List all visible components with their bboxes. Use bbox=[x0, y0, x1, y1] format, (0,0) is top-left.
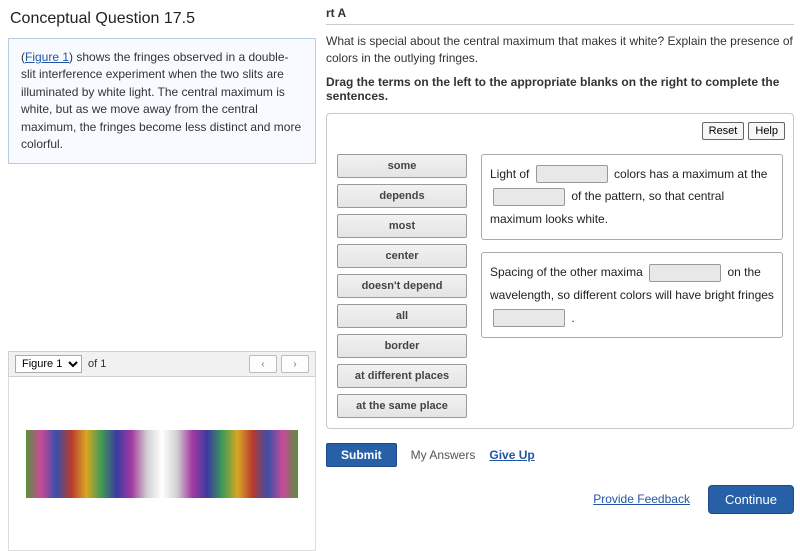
give-up-link[interactable]: Give Up bbox=[489, 448, 534, 462]
figure-select[interactable]: Figure 1 bbox=[15, 355, 82, 373]
prompt-text: ) shows the fringes observed in a double… bbox=[21, 50, 301, 151]
sentence-1-blank-1[interactable] bbox=[536, 165, 608, 183]
footer-row: Provide Feedback Continue bbox=[326, 485, 794, 514]
reset-button[interactable]: Reset bbox=[702, 122, 745, 140]
my-answers-link[interactable]: My Answers bbox=[411, 448, 476, 462]
figure-count: of 1 bbox=[88, 358, 106, 370]
term-border[interactable]: border bbox=[337, 334, 467, 358]
term-some[interactable]: some bbox=[337, 154, 467, 178]
prompt-box: (Figure 1) shows the fringes observed in… bbox=[8, 38, 316, 164]
term-doesn-t-depend[interactable]: doesn't depend bbox=[337, 274, 467, 298]
work-area: Reset Help some depends most center doesn't … bbox=[326, 113, 794, 429]
terms-column: some depends most center doesn't depend all bo… bbox=[337, 154, 467, 418]
sentence-2-blank-2[interactable] bbox=[493, 309, 565, 327]
part-header: rt A bbox=[326, 0, 794, 25]
part-instruction: Drag the terms on the left to the approp… bbox=[326, 75, 794, 103]
term-all[interactable]: all bbox=[337, 304, 467, 328]
help-button[interactable]: Help bbox=[748, 122, 785, 140]
sentence-1-text-1: Light of bbox=[490, 167, 533, 181]
sentence-2-text-1: Spacing of the other maxima bbox=[490, 265, 646, 279]
continue-button[interactable]: Continue bbox=[708, 485, 794, 514]
term-at-the-same-place[interactable]: at the same place bbox=[337, 394, 467, 418]
figure-link[interactable]: Figure 1 bbox=[25, 50, 69, 64]
figure-next-button[interactable]: › bbox=[281, 355, 309, 373]
submit-button[interactable]: Submit bbox=[326, 443, 397, 467]
sentence-1-blank-2[interactable] bbox=[493, 188, 565, 206]
part-label: rt A bbox=[326, 6, 346, 20]
term-most[interactable]: most bbox=[337, 214, 467, 238]
sentence-2: Spacing of the other maxima on the wavel… bbox=[481, 252, 783, 338]
provide-feedback-link[interactable]: Provide Feedback bbox=[593, 492, 690, 506]
sentence-2-blank-1[interactable] bbox=[649, 264, 721, 282]
sentence-1-text-2: colors has a maximum at the bbox=[614, 167, 767, 181]
term-center[interactable]: center bbox=[337, 244, 467, 268]
figure-toolbar: Figure 1 of 1 ‹ › bbox=[8, 351, 316, 377]
sentences-column: Light of colors has a maximum at the of … bbox=[481, 154, 783, 418]
figure-prev-button[interactable]: ‹ bbox=[249, 355, 277, 373]
sentence-2-text-3: . bbox=[571, 311, 574, 325]
term-at-different-places[interactable]: at different places bbox=[337, 364, 467, 388]
figure-canvas bbox=[8, 377, 316, 551]
question-title: Conceptual Question 17.5 bbox=[10, 10, 316, 28]
sentence-1: Light of colors has a maximum at the of … bbox=[481, 154, 783, 240]
part-question: What is special about the central maximu… bbox=[326, 33, 794, 67]
term-depends[interactable]: depends bbox=[337, 184, 467, 208]
submit-row: Submit My Answers Give Up bbox=[326, 443, 794, 467]
fringe-image bbox=[26, 430, 298, 498]
